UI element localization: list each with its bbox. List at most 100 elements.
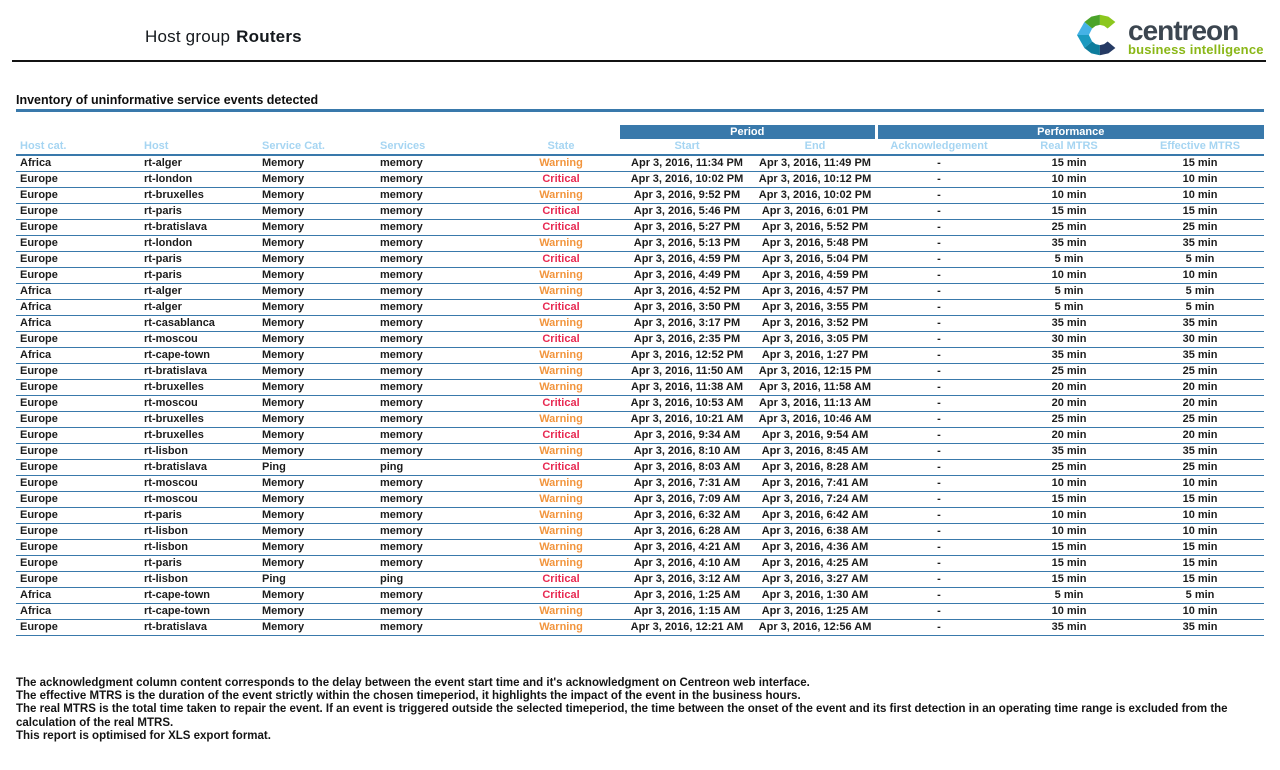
cell-service-cat: Memory bbox=[258, 427, 376, 444]
cell-state: Warning bbox=[502, 155, 620, 172]
cell-host: rt-moscou bbox=[140, 475, 258, 492]
cell-service: memory bbox=[376, 315, 502, 332]
cell-host-cat: Europe bbox=[16, 427, 140, 444]
cell-service: memory bbox=[376, 299, 502, 316]
cell-state: Warning bbox=[502, 187, 620, 204]
cell-effective-mtrs: 35 min bbox=[1136, 315, 1265, 332]
cell-service-cat: Memory bbox=[258, 363, 376, 380]
cell-service-cat: Memory bbox=[258, 235, 376, 252]
cell-acknowledgement: - bbox=[876, 411, 1003, 428]
page-title: Host group Routers bbox=[145, 27, 302, 47]
cell-start: Apr 3, 2016, 5:13 PM bbox=[620, 235, 754, 252]
cell-real-mtrs: 20 min bbox=[1002, 427, 1137, 444]
cell-real-mtrs: 10 min bbox=[1002, 507, 1137, 524]
cell-service-cat: Ping bbox=[258, 571, 376, 588]
cell-service: memory bbox=[376, 379, 502, 396]
cell-service-cat: Memory bbox=[258, 491, 376, 508]
cell-service-cat: Memory bbox=[258, 603, 376, 620]
cell-real-mtrs: 35 min bbox=[1002, 315, 1137, 332]
cell-host: rt-moscou bbox=[140, 331, 258, 348]
cell-start: Apr 3, 2016, 4:59 PM bbox=[620, 251, 754, 268]
cell-host: rt-bratislava bbox=[140, 219, 258, 236]
cell-host: rt-alger bbox=[140, 283, 258, 300]
table-row: Europe rt-london Memory memory Warning A… bbox=[16, 235, 1265, 252]
cell-effective-mtrs: 25 min bbox=[1136, 459, 1265, 476]
cell-end: Apr 3, 2016, 3:27 AM bbox=[754, 571, 877, 588]
cell-acknowledgement: - bbox=[876, 155, 1003, 172]
cell-real-mtrs: 10 min bbox=[1002, 603, 1137, 620]
table-row: Europe rt-moscou Memory memory Warning A… bbox=[16, 475, 1265, 492]
cell-host: rt-moscou bbox=[140, 395, 258, 412]
cell-end: Apr 3, 2016, 5:04 PM bbox=[754, 251, 877, 268]
cell-start: Apr 3, 2016, 10:02 PM bbox=[620, 171, 754, 188]
cell-service: memory bbox=[376, 443, 502, 460]
table-row: Europe rt-paris Memory memory Warning Ap… bbox=[16, 507, 1265, 524]
cell-acknowledgement: - bbox=[876, 299, 1003, 316]
table-row: Europe rt-lisbon Memory memory Warning A… bbox=[16, 523, 1265, 540]
cell-service: memory bbox=[376, 587, 502, 604]
cell-host: rt-alger bbox=[140, 299, 258, 316]
cell-effective-mtrs: 35 min bbox=[1136, 443, 1265, 460]
cell-service: memory bbox=[376, 347, 502, 364]
cell-start: Apr 3, 2016, 5:46 PM bbox=[620, 203, 754, 220]
cell-effective-mtrs: 5 min bbox=[1136, 251, 1265, 268]
cell-effective-mtrs: 20 min bbox=[1136, 395, 1265, 412]
col-header-start: Start bbox=[620, 139, 754, 156]
cell-host-cat: Africa bbox=[16, 155, 140, 172]
cell-real-mtrs: 5 min bbox=[1002, 251, 1137, 268]
table-row: Europe rt-lisbon Memory memory Warning A… bbox=[16, 443, 1265, 460]
cell-end: Apr 3, 2016, 7:24 AM bbox=[754, 491, 877, 508]
cell-state: Warning bbox=[502, 411, 620, 428]
section-title: Inventory of uninformative service event… bbox=[16, 93, 319, 107]
cell-state: Warning bbox=[502, 619, 620, 636]
cell-end: Apr 3, 2016, 10:12 PM bbox=[754, 171, 877, 188]
cell-host-cat: Europe bbox=[16, 555, 140, 572]
header-divider bbox=[12, 60, 1266, 62]
cell-host: rt-lisbon bbox=[140, 523, 258, 540]
cell-host-cat: Africa bbox=[16, 603, 140, 620]
cell-host: rt-bruxelles bbox=[140, 411, 258, 428]
cell-effective-mtrs: 10 min bbox=[1136, 475, 1265, 492]
table-row: Europe rt-bruxelles Memory memory Warnin… bbox=[16, 379, 1265, 396]
cell-service: memory bbox=[376, 491, 502, 508]
cell-start: Apr 3, 2016, 10:21 AM bbox=[620, 411, 754, 428]
cell-effective-mtrs: 10 min bbox=[1136, 267, 1265, 284]
cell-real-mtrs: 10 min bbox=[1002, 475, 1137, 492]
cell-start: Apr 3, 2016, 11:38 AM bbox=[620, 379, 754, 396]
table-row: Africa rt-cape-town Memory memory Warnin… bbox=[16, 347, 1265, 364]
cell-start: Apr 3, 2016, 8:03 AM bbox=[620, 459, 754, 476]
cell-service: memory bbox=[376, 251, 502, 268]
cell-service-cat: Memory bbox=[258, 587, 376, 604]
cell-acknowledgement: - bbox=[876, 315, 1003, 332]
cell-host-cat: Europe bbox=[16, 411, 140, 428]
cell-state: Warning bbox=[502, 555, 620, 572]
cell-real-mtrs: 10 min bbox=[1002, 267, 1137, 284]
col-header-host: Host bbox=[140, 139, 258, 156]
cell-real-mtrs: 20 min bbox=[1002, 379, 1137, 396]
table-row: Europe rt-paris Memory memory Critical A… bbox=[16, 251, 1265, 268]
cell-host-cat: Europe bbox=[16, 459, 140, 476]
cell-real-mtrs: 5 min bbox=[1002, 299, 1137, 316]
cell-host: rt-lisbon bbox=[140, 443, 258, 460]
cell-host-cat: Europe bbox=[16, 219, 140, 236]
cell-effective-mtrs: 35 min bbox=[1136, 347, 1265, 364]
cell-real-mtrs: 35 min bbox=[1002, 347, 1137, 364]
cell-start: Apr 3, 2016, 4:21 AM bbox=[620, 539, 754, 556]
cell-acknowledgement: - bbox=[876, 507, 1003, 524]
cell-state: Warning bbox=[502, 347, 620, 364]
section-title-underline bbox=[16, 109, 1264, 112]
cell-host: rt-paris bbox=[140, 203, 258, 220]
table-row: Europe rt-moscou Memory memory Critical … bbox=[16, 331, 1265, 348]
cell-effective-mtrs: 15 min bbox=[1136, 539, 1265, 556]
cell-state: Warning bbox=[502, 235, 620, 252]
cell-effective-mtrs: 35 min bbox=[1136, 619, 1265, 636]
cell-service: memory bbox=[376, 411, 502, 428]
cell-start: Apr 3, 2016, 2:35 PM bbox=[620, 331, 754, 348]
cell-effective-mtrs: 35 min bbox=[1136, 235, 1265, 252]
cell-host-cat: Europe bbox=[16, 363, 140, 380]
cell-acknowledgement: - bbox=[876, 331, 1003, 348]
cell-service-cat: Memory bbox=[258, 443, 376, 460]
cell-service: memory bbox=[376, 187, 502, 204]
table-row: Europe rt-paris Memory memory Warning Ap… bbox=[16, 267, 1265, 284]
cell-state: Critical bbox=[502, 571, 620, 588]
